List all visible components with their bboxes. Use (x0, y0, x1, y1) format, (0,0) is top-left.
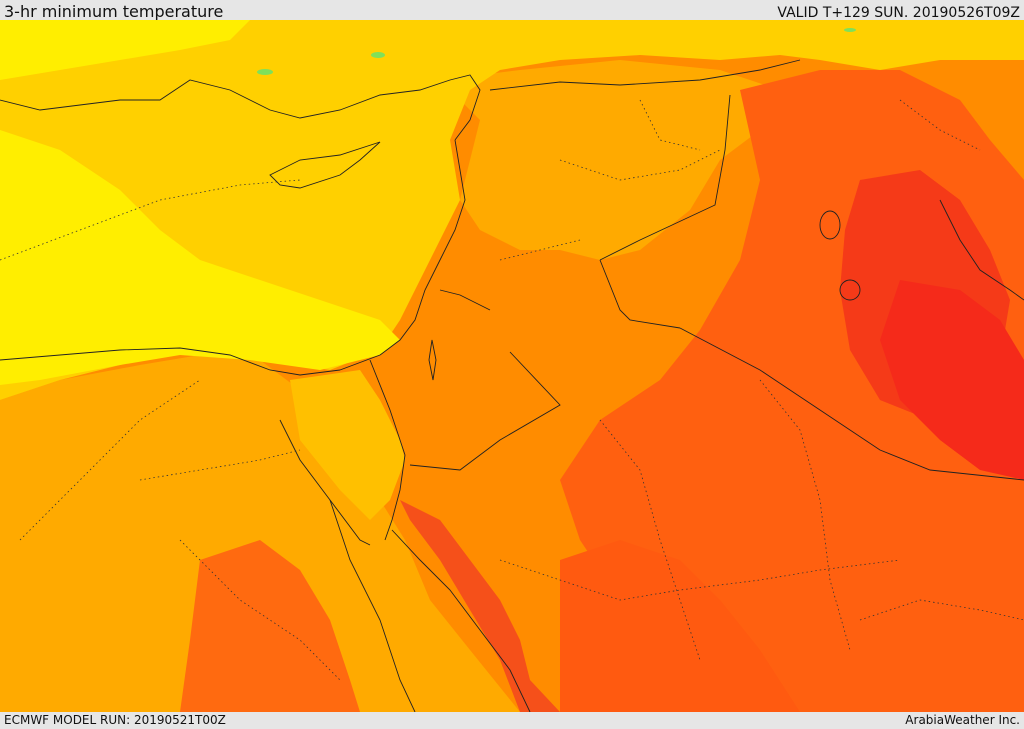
coast-gulf-of-aqaba (384, 454, 406, 541)
border-turkey-syria (489, 59, 801, 91)
border-syria-iraq (599, 94, 731, 261)
temperature-map (0, 20, 1024, 712)
admin-border-3 (139, 449, 301, 481)
coast-red-sea-west (329, 499, 416, 712)
temperature-map-canvas (0, 20, 1024, 712)
field-hot-zone-arabia (560, 540, 800, 712)
admin-border-7 (559, 149, 721, 181)
coast-turkey (0, 74, 481, 141)
admin-border-5 (599, 419, 701, 661)
border-lebanon-syria (439, 289, 491, 311)
coastlines (0, 74, 1024, 712)
border-jordan-saudi (409, 351, 561, 471)
lake-tharthar (819, 210, 841, 240)
border-jordan-iraq (599, 259, 681, 329)
model-run-label: ECMWF MODEL RUN: 20190521T00Z (4, 713, 226, 727)
national-borders (369, 59, 1024, 481)
border-saudi-iraq (679, 327, 1024, 481)
border-egypt-israel (369, 359, 406, 456)
admin-border-2 (19, 379, 201, 541)
field-mild-zone-north (440, 60, 780, 260)
admin-border-11 (179, 539, 341, 681)
admin-border-8 (499, 239, 581, 261)
header-bar: 3-hr minimum temperature VALID T+129 SUN… (0, 0, 1024, 21)
admin-border-10 (859, 599, 1024, 621)
admin-border-4 (499, 559, 901, 601)
field-cold-spot-2 (371, 52, 385, 58)
coast-egypt (0, 347, 341, 376)
field-coolest-zone-north (0, 20, 250, 80)
coast-dead-sea (428, 339, 437, 381)
coast-red-sea-east (391, 529, 531, 712)
field-cold-spot-3 (844, 28, 856, 32)
field-hottest-zone-gulf (880, 280, 1024, 480)
map-title: 3-hr minimum temperature (4, 2, 224, 21)
field-egypt-south (180, 540, 360, 712)
footer-bar: ECMWF MODEL RUN: 20190521T00Z ArabiaWeat… (0, 712, 1024, 729)
credit-label: ArabiaWeather Inc. (905, 713, 1020, 727)
field-sinai (290, 370, 405, 520)
field-coolest-zone (0, 130, 400, 385)
coast-cyprus (269, 141, 381, 189)
coast-levant (339, 139, 466, 371)
admin-borders (0, 99, 1024, 681)
field-red-sea-coast (400, 500, 560, 712)
coast-persian-gulf (939, 199, 1024, 301)
valid-time-label: VALID T+129 SUN. 20190526T09Z (777, 5, 1020, 21)
lake-razazah (839, 279, 861, 301)
field-mild-zone (0, 355, 520, 712)
admin-border-12 (899, 99, 981, 151)
field-cold-spot-1 (257, 69, 273, 75)
admin-border-9 (639, 99, 701, 151)
